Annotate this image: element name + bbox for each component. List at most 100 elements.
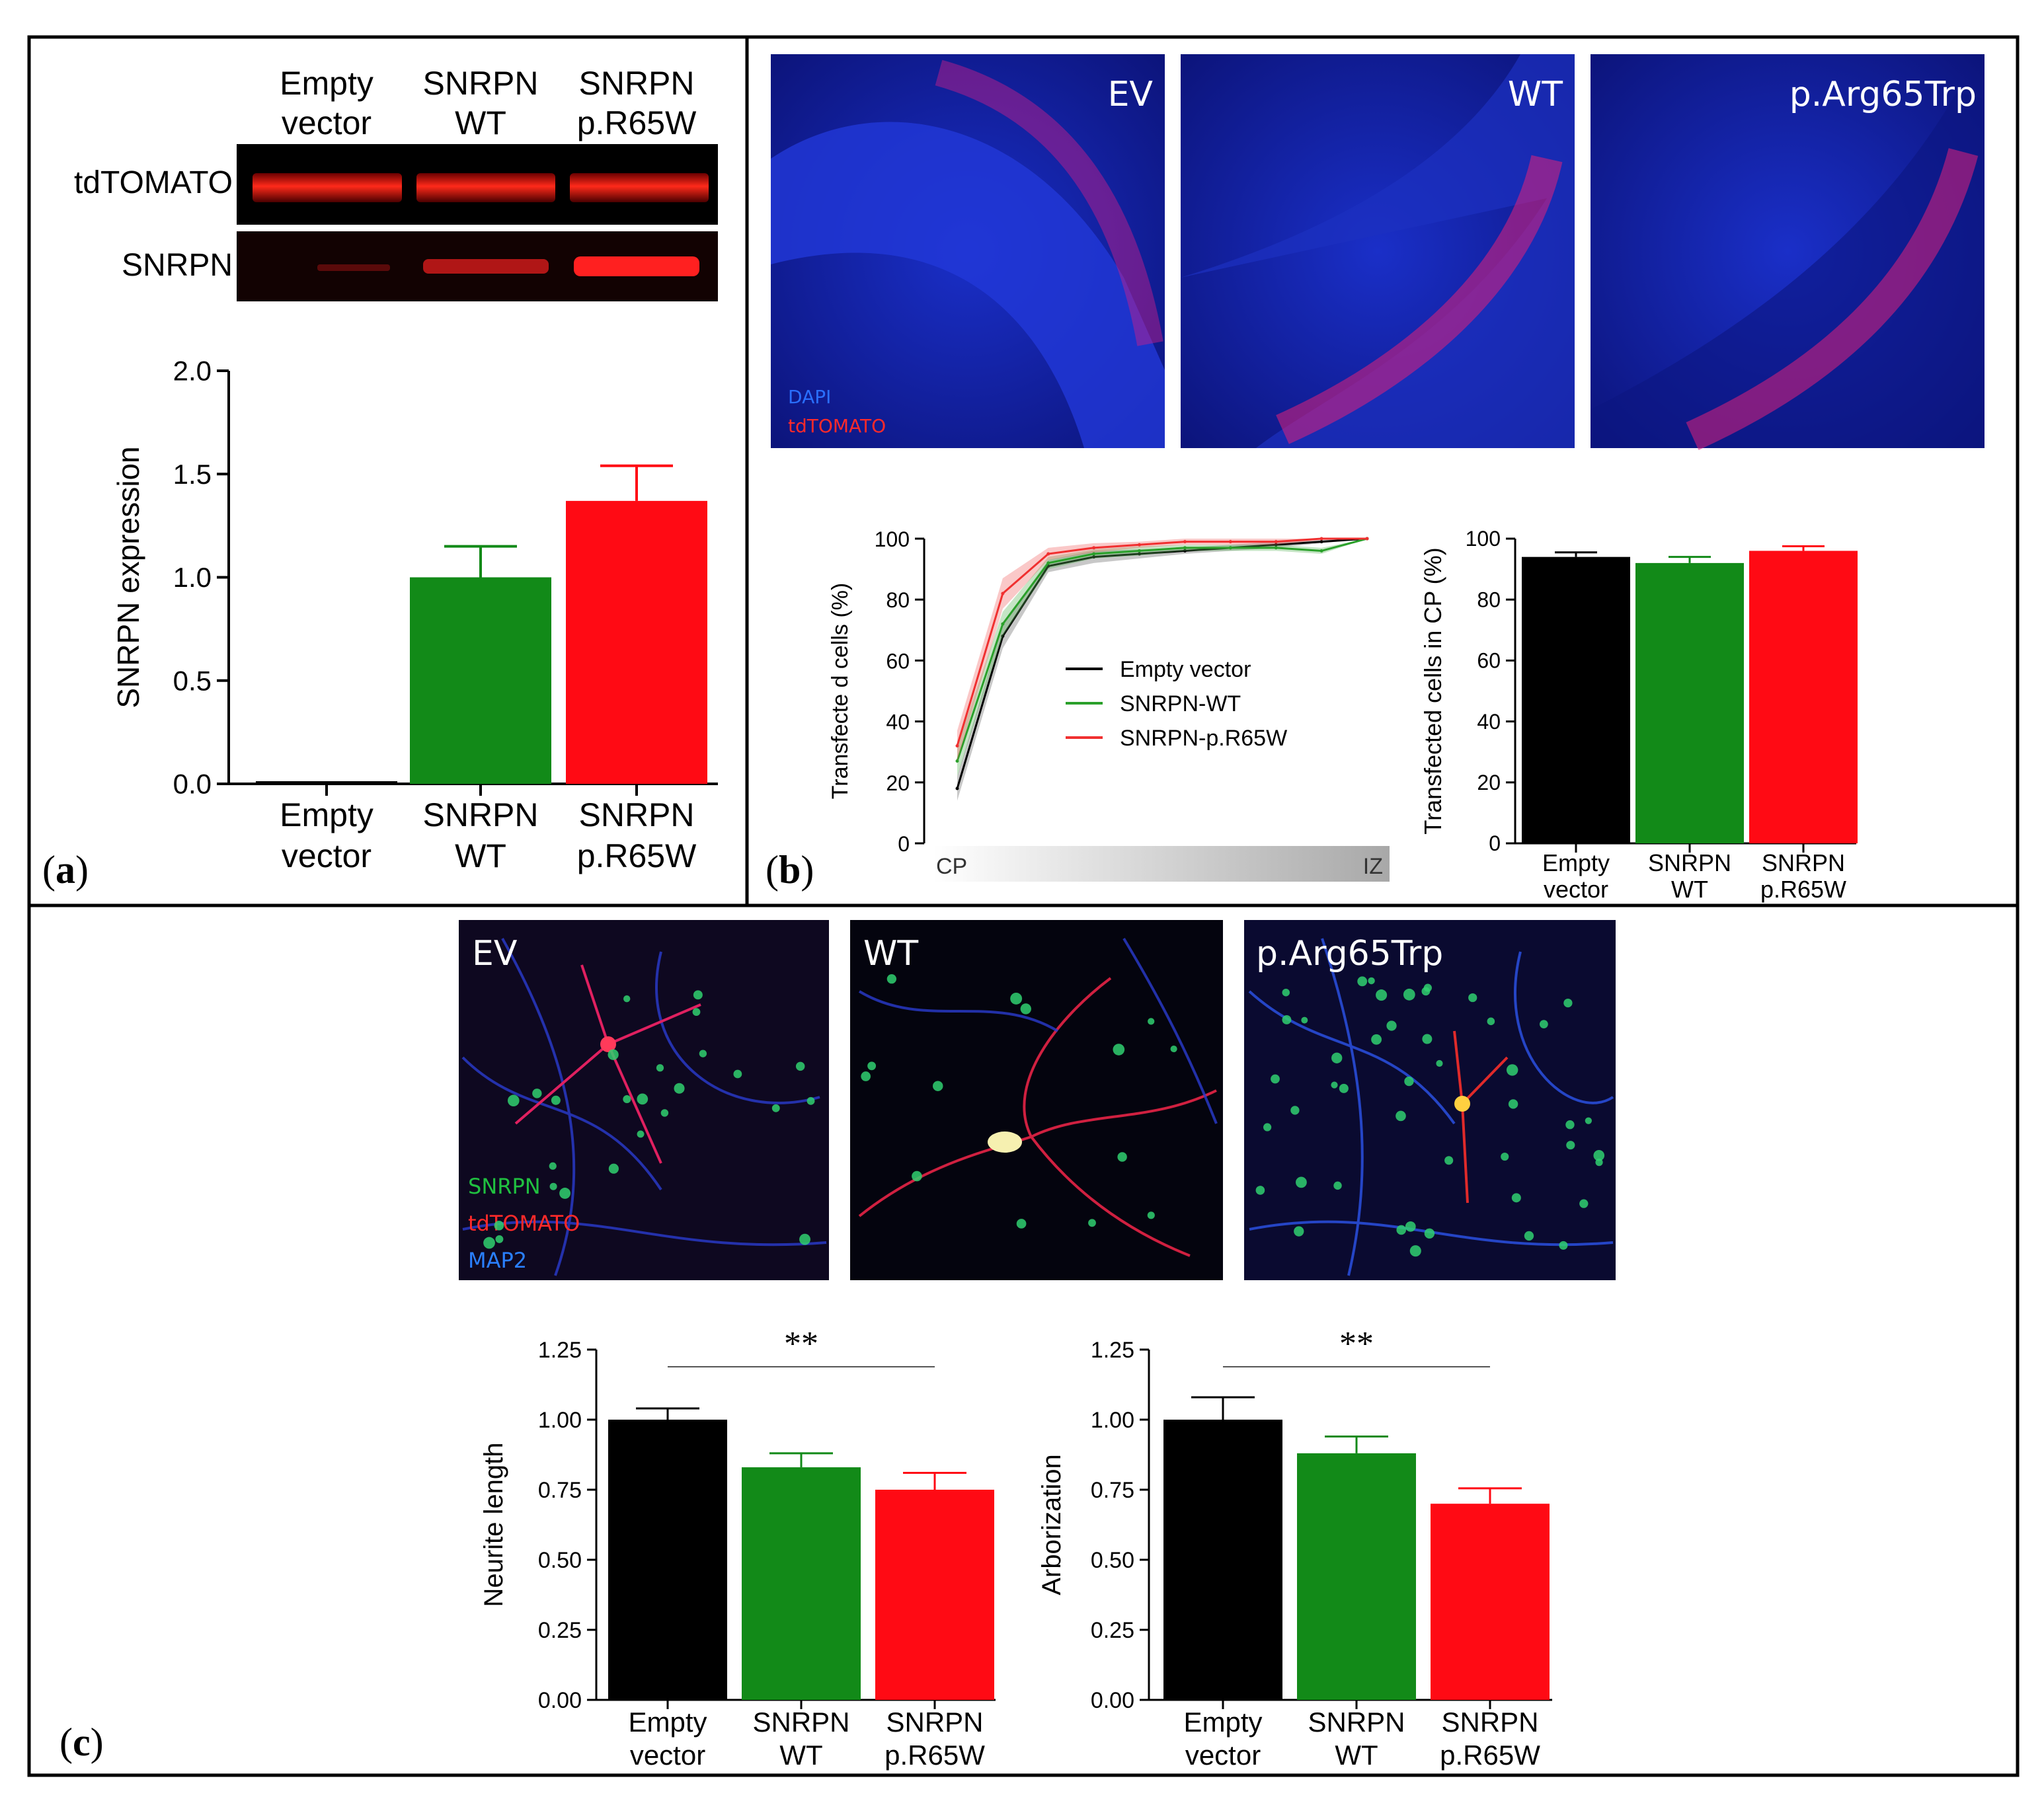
y-tick-label: 100 xyxy=(875,527,910,551)
bar xyxy=(1297,1453,1416,1700)
y-axis-label: Arborization xyxy=(1037,1454,1066,1595)
data-point xyxy=(1319,540,1323,544)
neuron-legend-tdtomato: tdTOMATO xyxy=(468,1211,580,1236)
neuron-label-wt: WT xyxy=(863,934,918,974)
nucleus xyxy=(1506,1064,1518,1076)
legend-label: SNRPN-p.R65W xyxy=(1120,726,1287,751)
nucleus xyxy=(1409,1245,1421,1257)
neuron-images: EV SNRPN tdTOMATO MAP2 WT p.Arg65Trp xyxy=(459,920,1616,1280)
neuron-image-mut: p.Arg65Trp xyxy=(1244,920,1616,1280)
nucleus xyxy=(1565,1120,1575,1130)
nucleus xyxy=(861,1071,871,1081)
series-line xyxy=(956,537,1368,789)
cortex-images: EV DAPI tdTOMATO WT p.Arg65Trp xyxy=(771,54,1985,450)
x-tick-label: p.R65W xyxy=(1760,876,1846,903)
x-tick-label: p.R65W xyxy=(577,837,697,874)
nucleus xyxy=(1511,1193,1521,1203)
nucleus xyxy=(551,1095,561,1105)
nucleus xyxy=(1396,1225,1407,1235)
blot-snrpn-band-2 xyxy=(423,259,549,274)
bar xyxy=(742,1467,861,1700)
y-tick-label: 0.25 xyxy=(1091,1618,1134,1643)
nucleus xyxy=(494,1220,504,1231)
x-tick-label: vector xyxy=(1544,876,1608,903)
y-tick-label: 1.00 xyxy=(1091,1408,1134,1433)
blot-lane-2-line-2: WT xyxy=(455,104,506,141)
nucleus xyxy=(559,1188,571,1199)
nucleus xyxy=(1010,992,1023,1005)
x-tick-label: SNRPN xyxy=(578,796,694,833)
y-tick-label: 20 xyxy=(886,771,910,795)
x-tick-label: Empty xyxy=(1183,1706,1262,1738)
cortex-legend-dapi: DAPI xyxy=(788,386,831,408)
y-tick-label: 40 xyxy=(886,710,910,734)
chart-c-neurite-length: 0.00 0.25 0.50 0.75 1.00 1.25 Neurite length Em… xyxy=(479,1325,996,1771)
nucleus xyxy=(1282,1015,1292,1024)
y-tick-label: 100 xyxy=(1466,527,1501,551)
nucleus xyxy=(1405,1221,1416,1232)
nucleus xyxy=(912,1170,922,1182)
nucleus xyxy=(483,1237,495,1249)
bar xyxy=(256,781,397,784)
data-point xyxy=(1001,622,1005,626)
nucleus xyxy=(549,1162,557,1170)
nucleus xyxy=(674,1083,685,1094)
y-tick-label: 0.00 xyxy=(1091,1688,1134,1713)
data-point xyxy=(1001,592,1005,595)
nucleus xyxy=(637,1093,649,1105)
nucleus xyxy=(1566,1141,1575,1150)
blot-row-label-snrpn: SNRPN xyxy=(122,248,233,283)
nucleus xyxy=(692,1008,701,1016)
blot-lane-1-line-2: vector xyxy=(282,104,372,141)
nucleus xyxy=(1301,1016,1308,1024)
data-point xyxy=(1319,537,1323,541)
blot-tdtomato-band-3 xyxy=(570,173,709,202)
nucleus xyxy=(1331,1052,1343,1063)
chart-b-line-transfected-cells: 0 20 40 60 80 100 Transfecte d cells (%) Empty … xyxy=(828,527,1369,856)
x-tick-label: vector xyxy=(282,837,372,874)
nucleus xyxy=(1540,1020,1548,1028)
x-tick-label: SNRPN xyxy=(1441,1706,1538,1738)
nucleus xyxy=(733,1069,742,1079)
blot-lane-1-line-1: Empty xyxy=(280,65,373,102)
bar xyxy=(1522,556,1630,843)
series-line xyxy=(956,537,1368,762)
nucleus xyxy=(608,1049,619,1060)
nucleus xyxy=(1421,987,1431,996)
data-point xyxy=(1183,540,1187,544)
x-tick-label: WT xyxy=(1335,1740,1378,1771)
nucleus xyxy=(656,1064,664,1072)
nucleus xyxy=(1444,1156,1454,1165)
nucleus xyxy=(1016,1219,1027,1229)
nucleus xyxy=(1113,1044,1125,1055)
blot-row-label-tdtomato: tdTOMATO xyxy=(74,165,233,200)
panel-label-c: (c) xyxy=(59,1720,104,1764)
x-tick-label: p.R65W xyxy=(884,1740,985,1771)
nucleus xyxy=(1271,1074,1280,1084)
data-point xyxy=(1319,549,1323,553)
nucleus xyxy=(1436,1059,1443,1067)
legend-label: Empty vector xyxy=(1120,657,1251,682)
y-tick-label: 2.0 xyxy=(173,356,212,387)
cortex-image-wt: WT xyxy=(1181,54,1575,448)
nucleus xyxy=(1585,1117,1592,1124)
data-point xyxy=(1138,552,1142,556)
bar xyxy=(1749,551,1858,843)
nucleus xyxy=(1170,1045,1177,1053)
neuron-label-ev: EV xyxy=(472,934,518,974)
nucleus xyxy=(1357,976,1368,987)
nucleus xyxy=(1331,1081,1338,1089)
data-point xyxy=(1001,634,1005,638)
y-tick-label: 0 xyxy=(1489,831,1501,855)
nucleus xyxy=(608,1163,619,1174)
data-point xyxy=(1092,546,1096,550)
bar xyxy=(410,577,551,784)
nucleus xyxy=(799,1233,810,1245)
neuron-nuclei xyxy=(483,974,1605,1257)
nucleus xyxy=(1579,1199,1589,1208)
y-tick-label: 1.0 xyxy=(173,562,212,593)
iz-label: IZ xyxy=(1363,854,1383,879)
nucleus xyxy=(693,990,703,1000)
nucleus xyxy=(1117,1152,1127,1162)
